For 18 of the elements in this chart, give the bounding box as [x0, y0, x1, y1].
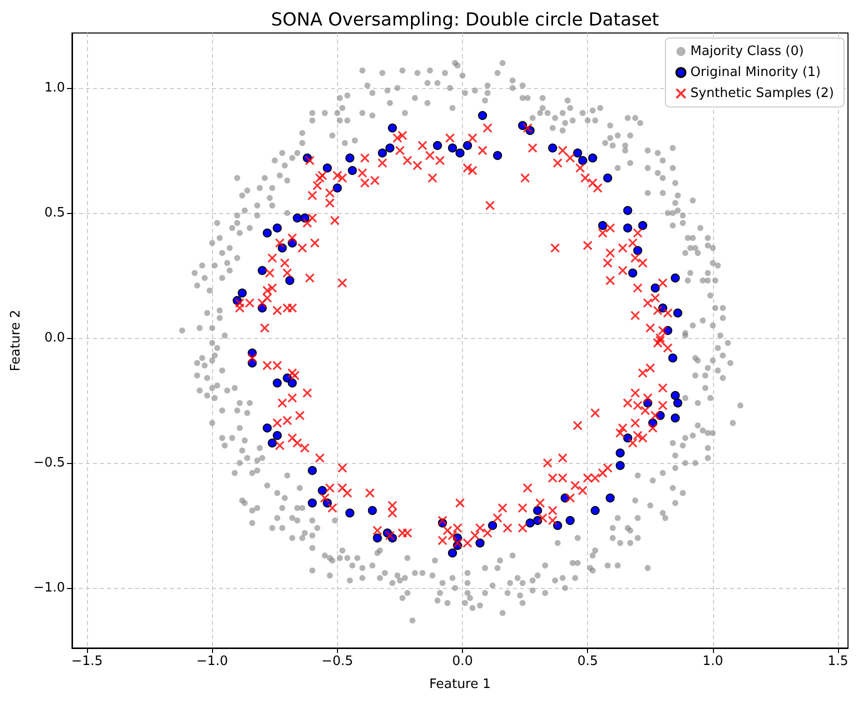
chart-title: SONA Oversampling: Double circle Dataset: [271, 10, 659, 30]
legend-label: Original Minority (1): [690, 65, 821, 80]
x-tick-label: 1.5: [828, 654, 848, 669]
y-axis-title: Feature 2: [8, 310, 24, 372]
legend-label: Synthetic Samples (2): [690, 86, 834, 101]
x-tick-label: −1.5: [71, 654, 103, 669]
y-tick-label: 1.0: [44, 80, 65, 96]
y-tick-label: −1.0: [33, 580, 65, 596]
x-tick-label: −1.0: [196, 654, 228, 669]
x-axis-title: Feature 1: [429, 677, 491, 692]
x-tick-label: 1.0: [702, 654, 724, 669]
legend-label: Majority Class (0): [690, 44, 804, 59]
x-tick-label: 0.5: [577, 654, 598, 669]
y-tick-label: −0.5: [33, 456, 65, 470]
x-tick-label: −0.5: [322, 654, 354, 669]
y-tick-label: 0.0: [44, 330, 65, 346]
y-tick-label: 0.5: [44, 206, 65, 220]
x-tick-label: 0.0: [452, 654, 473, 669]
